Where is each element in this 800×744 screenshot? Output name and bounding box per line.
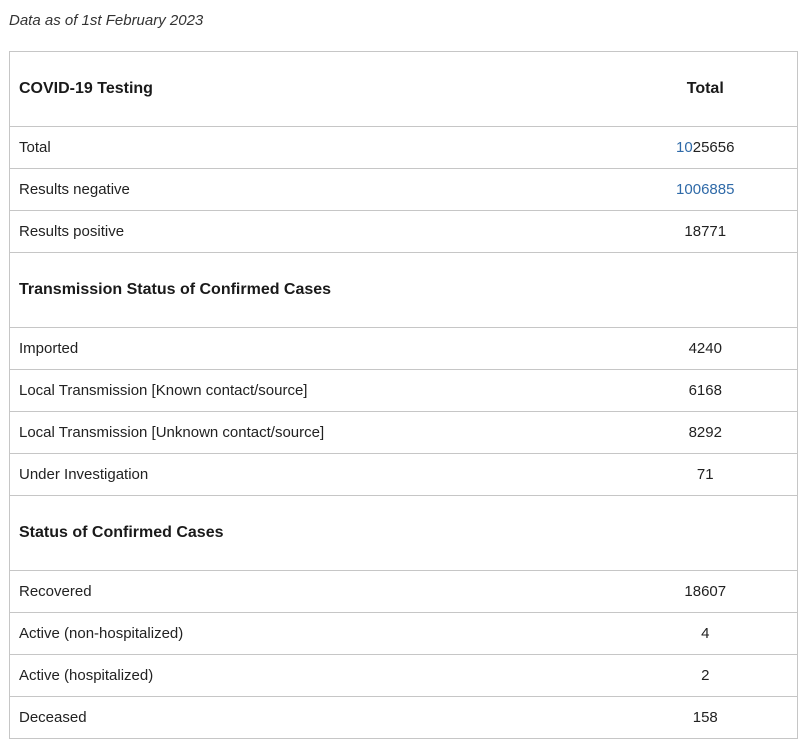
table-row: Imported 4240: [9, 327, 798, 370]
value-link-part[interactable]: 10: [676, 139, 693, 156]
section-empty-cell: [613, 252, 798, 328]
row-value: 8292: [613, 411, 798, 454]
section-title: Transmission Status of Confirmed Cases: [9, 252, 614, 328]
row-value: 18607: [613, 570, 798, 613]
row-label: Active (hospitalized): [9, 654, 614, 697]
section-title: Status of Confirmed Cases: [9, 495, 614, 571]
row-value: 158: [613, 696, 798, 739]
row-label: Active (non-hospitalized): [9, 612, 614, 655]
row-label: Results negative: [9, 168, 614, 211]
row-value: 4240: [613, 327, 798, 370]
table-row: Active (hospitalized) 2: [9, 654, 798, 697]
row-value: 4: [613, 612, 798, 655]
covid-testing-table: COVID-19 Testing Total Total 1025656 Res…: [9, 51, 798, 739]
row-label: Imported: [9, 327, 614, 370]
row-value[interactable]: 1006885: [613, 168, 798, 211]
header-total: Total: [613, 51, 798, 127]
data-as-of-note: Data as of 1st February 2023: [9, 12, 204, 29]
row-label: Results positive: [9, 210, 614, 253]
table-row: Local Transmission [Unknown contact/sour…: [9, 411, 798, 454]
row-value: 71: [613, 453, 798, 496]
row-value: 6168: [613, 369, 798, 412]
table-row: Local Transmission [Known contact/source…: [9, 369, 798, 412]
header-label: COVID-19 Testing: [9, 51, 614, 127]
row-label: Under Investigation: [9, 453, 614, 496]
table-row: Results positive 18771: [9, 210, 798, 253]
row-label: Recovered: [9, 570, 614, 613]
table-header-row: COVID-19 Testing Total: [9, 51, 798, 127]
row-value: 2: [613, 654, 798, 697]
section-empty-cell: [613, 495, 798, 571]
table-row: Results negative 1006885: [9, 168, 798, 211]
results-negative-link[interactable]: 1006885: [676, 181, 735, 198]
table-row: Deceased 158: [9, 696, 798, 739]
row-value: 18771: [613, 210, 798, 253]
table-row: Under Investigation 71: [9, 453, 798, 496]
table-row: Active (non-hospitalized) 4: [9, 612, 798, 655]
section-header-row: Status of Confirmed Cases: [9, 495, 798, 571]
value-rest-part: 25656: [692, 139, 735, 156]
table-row: Total 1025656: [9, 126, 798, 169]
row-value-total[interactable]: 1025656: [613, 126, 798, 169]
row-label: Local Transmission [Unknown contact/sour…: [9, 411, 614, 454]
table-row: Recovered 18607: [9, 570, 798, 613]
row-label: Local Transmission [Known contact/source…: [9, 369, 614, 412]
section-header-row: Transmission Status of Confirmed Cases: [9, 252, 798, 328]
row-label: Total: [9, 126, 614, 169]
row-label: Deceased: [9, 696, 614, 739]
